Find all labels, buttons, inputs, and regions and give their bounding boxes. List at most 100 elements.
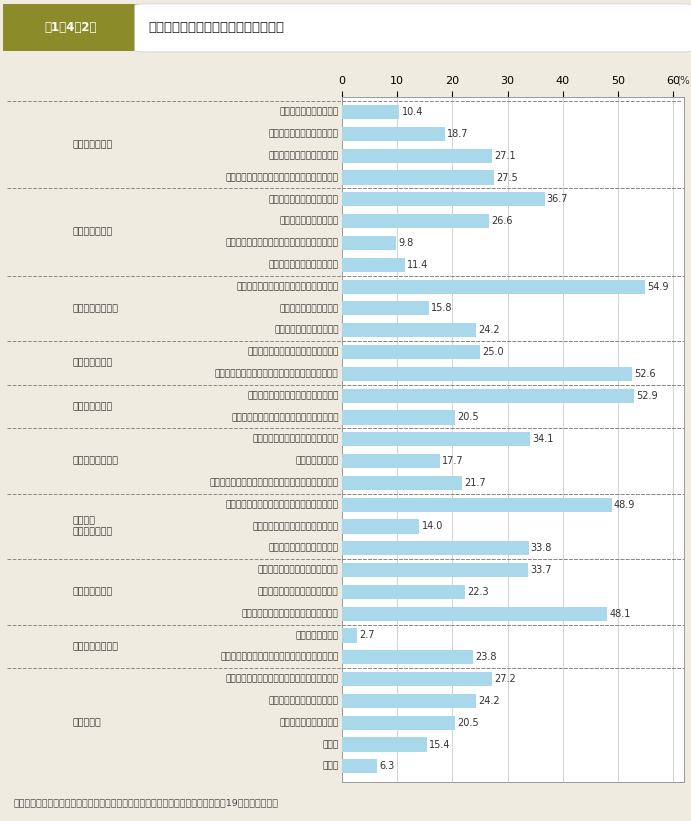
Bar <box>342 716 455 730</box>
Text: 22.3: 22.3 <box>467 587 489 597</box>
Text: 子どもの問題行動: 子どもの問題行動 <box>296 456 339 466</box>
Text: 【相手のこと】: 【相手のこと】 <box>73 587 113 596</box>
Bar <box>342 607 607 621</box>
Text: 23.8: 23.8 <box>475 653 497 663</box>
Text: 9.8: 9.8 <box>398 238 414 248</box>
Text: 11.4: 11.4 <box>407 259 428 270</box>
FancyBboxPatch shape <box>135 4 691 52</box>
Text: 54.9: 54.9 <box>647 282 669 291</box>
Bar <box>342 236 396 250</box>
Text: 子どもを相手のもとから取り戻すことや子どもの親権: 子どもを相手のもとから取り戻すことや子どもの親権 <box>209 479 339 488</box>
Text: 就職に必要な技能がない: 就職に必要な技能がない <box>279 217 339 226</box>
Text: 15.8: 15.8 <box>431 304 453 314</box>
Text: 48.1: 48.1 <box>609 608 631 619</box>
Bar <box>342 214 489 228</box>
Text: 裁判や調停に時間やエネルギー，お金を要する: 裁判や調停に時間やエネルギー，お金を要する <box>226 500 339 509</box>
Text: 児童扶養手当がもらえない: 児童扶養手当がもらえない <box>274 326 339 335</box>
Text: お金がなくて病院での治療等を受けられない: お金がなくて病院での治療等を受けられない <box>231 413 339 422</box>
Bar <box>342 650 473 664</box>
Text: どのように就職活動をすればよいかわからない: どのように就職活動をすればよいかわからない <box>226 238 339 247</box>
Text: 子どもの就学や保育所に関すること: 子どもの就学や保育所に関すること <box>253 435 339 443</box>
Bar <box>342 737 427 751</box>
Bar <box>342 628 357 643</box>
Text: 20.5: 20.5 <box>457 718 479 727</box>
Bar <box>342 279 645 294</box>
Text: 【裁判・
　調停のこと】: 【裁判・ 調停のこと】 <box>73 516 113 536</box>
Text: 【手続のこと】: 【手続のこと】 <box>73 359 113 368</box>
Bar <box>342 258 405 272</box>
Text: どうすれば自立して生活できるのか情報がない: どうすれば自立して生活できるのか情報がない <box>226 675 339 684</box>
Text: 52.9: 52.9 <box>636 391 658 401</box>
Text: 27.2: 27.2 <box>494 674 516 684</box>
Bar <box>342 171 494 185</box>
Bar <box>342 367 632 381</box>
Text: 6.3: 6.3 <box>379 761 395 771</box>
Bar <box>342 388 634 403</box>
Text: 離れて生活を始めるに当たっての困難: 離れて生活を始めるに当たっての困難 <box>149 21 285 34</box>
Text: 33.8: 33.8 <box>531 544 552 553</box>
Text: 住所を知られないようにするため住民票を移せない: 住所を知られないようにするため住民票を移せない <box>215 369 339 378</box>
Text: 17.7: 17.7 <box>442 456 464 466</box>
Text: 18.7: 18.7 <box>447 129 469 139</box>
Bar <box>342 694 475 708</box>
Text: 【支援者のこと】: 【支援者のこと】 <box>73 642 119 651</box>
Text: 相手からの追跡や嫌がらせがある: 相手からの追跡や嫌がらせがある <box>258 566 339 575</box>
Text: 24.2: 24.2 <box>477 325 500 335</box>
Bar <box>342 432 530 447</box>
Bar <box>342 520 419 534</box>
Bar <box>342 105 399 119</box>
Bar <box>342 475 462 490</box>
Text: 【子どものこと】: 【子どものこと】 <box>73 456 119 466</box>
Bar <box>342 498 612 511</box>
Text: 34.1: 34.1 <box>532 434 553 444</box>
Text: 民間賃貸住宅に入居するための保証人がいない: 民間賃貸住宅に入居するための保証人がいない <box>226 173 339 182</box>
Text: 21.7: 21.7 <box>464 478 486 488</box>
Text: 24.2: 24.2 <box>477 696 500 706</box>
Text: 新しい環境になじめない: 新しい環境になじめない <box>279 718 339 727</box>
Text: 【経済的なこと】: 【経済的なこと】 <box>73 304 119 313</box>
Text: 健康保険や年金などの手続がめんどう: 健康保険や年金などの手続がめんどう <box>247 347 339 356</box>
Text: 10.4: 10.4 <box>401 108 423 117</box>
Text: 48.9: 48.9 <box>614 500 636 510</box>
Text: 【その他】: 【その他】 <box>73 718 102 727</box>
Text: 36.7: 36.7 <box>547 195 568 204</box>
Bar <box>342 149 491 163</box>
Bar <box>342 563 528 577</box>
Text: 33.7: 33.7 <box>530 565 551 575</box>
Text: 第1－4－2図: 第1－4－2図 <box>45 21 97 34</box>
Bar <box>342 127 445 141</box>
Bar <box>342 301 429 315</box>
Text: 公的機関等の支援者から心ない言葉をかけられた: 公的機関等の支援者から心ない言葉をかけられた <box>220 653 339 662</box>
Text: 無回答: 無回答 <box>323 762 339 771</box>
Text: 相手が離婚に応じてくれない: 相手が離婚に応じてくれない <box>269 544 339 553</box>
Text: 適当な就職先が見つからない: 適当な就職先が見つからない <box>269 195 339 204</box>
Text: 公的賃貸住宅に入居できない: 公的賃貸住宅に入居できない <box>269 151 339 160</box>
Text: (%): (%) <box>676 76 691 86</box>
Text: 14.0: 14.0 <box>422 521 443 531</box>
Text: 52.6: 52.6 <box>634 369 656 378</box>
Bar <box>342 672 492 686</box>
Bar <box>342 759 377 773</box>
FancyBboxPatch shape <box>3 4 138 52</box>
Text: 相手が子どもとの面会を要求する: 相手が子どもとの面会を要求する <box>258 587 339 596</box>
Bar <box>342 345 480 359</box>
Text: 2.7: 2.7 <box>359 631 375 640</box>
Text: その他: その他 <box>323 740 339 749</box>
Text: 【健康のこと】: 【健康のこと】 <box>73 402 113 411</box>
Text: 民間賃貸住宅に入居できない: 民間賃貸住宅に入居できない <box>269 130 339 139</box>
Text: （備考）　内閣府「配偶者からの暴力の被害者の自立支援等に関する調査」（平成19年）より作成。: （備考） 内閣府「配偶者からの暴力の被害者の自立支援等に関する調査」（平成19年… <box>14 798 278 807</box>
Bar <box>342 323 475 337</box>
Text: 生活保護が受けられない: 生活保護が受けられない <box>279 304 339 313</box>
Text: 公的施設に入所できない: 公的施設に入所できない <box>279 108 339 117</box>
Bar <box>342 585 465 599</box>
Text: 25.0: 25.0 <box>482 347 504 357</box>
Text: 就職に必要な保証人がいない: 就職に必要な保証人がいない <box>269 260 339 269</box>
Text: 26.6: 26.6 <box>491 216 513 226</box>
Text: 27.1: 27.1 <box>494 151 515 161</box>
Text: 母国語が通じない: 母国語が通じない <box>296 631 339 640</box>
Bar <box>342 410 455 424</box>
Text: 20.5: 20.5 <box>457 412 479 423</box>
Bar <box>342 192 545 206</box>
Text: 【住居のこと】: 【住居のこと】 <box>73 140 113 149</box>
Text: 当面の生活をするために必要なお金がない: 当面の生活をするために必要なお金がない <box>236 282 339 291</box>
